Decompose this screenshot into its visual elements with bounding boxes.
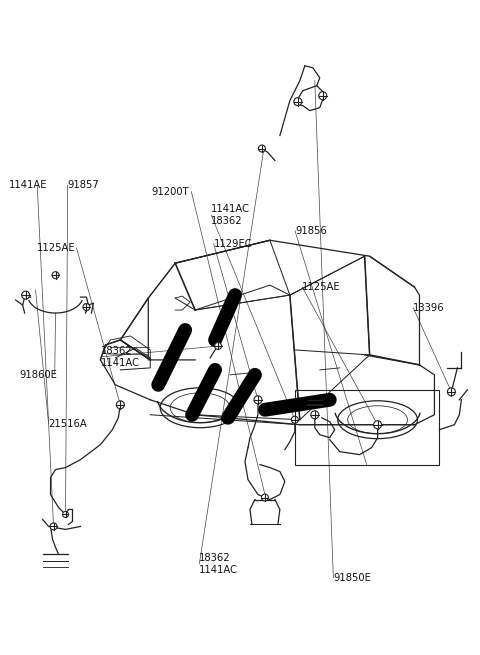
Text: 1125AE: 1125AE	[302, 282, 341, 292]
Text: 91860E: 91860E	[20, 369, 58, 379]
Text: 1141AE: 1141AE	[9, 180, 48, 190]
Text: 18362
1141AC: 18362 1141AC	[199, 553, 238, 574]
Text: 1141AC
18362: 1141AC 18362	[211, 204, 250, 226]
Circle shape	[319, 92, 327, 100]
Text: 1125AE: 1125AE	[36, 243, 75, 253]
Circle shape	[291, 416, 299, 423]
Circle shape	[254, 396, 262, 403]
Circle shape	[294, 98, 302, 105]
Text: 91850E: 91850E	[333, 572, 371, 583]
Circle shape	[258, 145, 265, 152]
Text: 91200T: 91200T	[152, 187, 189, 196]
Circle shape	[50, 523, 57, 530]
Circle shape	[116, 401, 124, 409]
Text: 18362
1141AC: 18362 1141AC	[101, 346, 140, 367]
Bar	[295, 390, 439, 464]
Circle shape	[373, 421, 382, 429]
Text: 21516A: 21516A	[48, 419, 87, 428]
Circle shape	[447, 388, 456, 396]
Circle shape	[22, 291, 30, 299]
Text: 13396: 13396	[413, 303, 445, 313]
Circle shape	[52, 272, 59, 278]
Text: 1129EC: 1129EC	[214, 239, 252, 249]
Text: 91857: 91857	[68, 180, 99, 190]
Circle shape	[311, 411, 319, 419]
Circle shape	[62, 512, 69, 517]
Text: 91856: 91856	[295, 226, 327, 236]
Circle shape	[262, 494, 268, 501]
Circle shape	[215, 343, 222, 349]
Circle shape	[83, 303, 90, 310]
